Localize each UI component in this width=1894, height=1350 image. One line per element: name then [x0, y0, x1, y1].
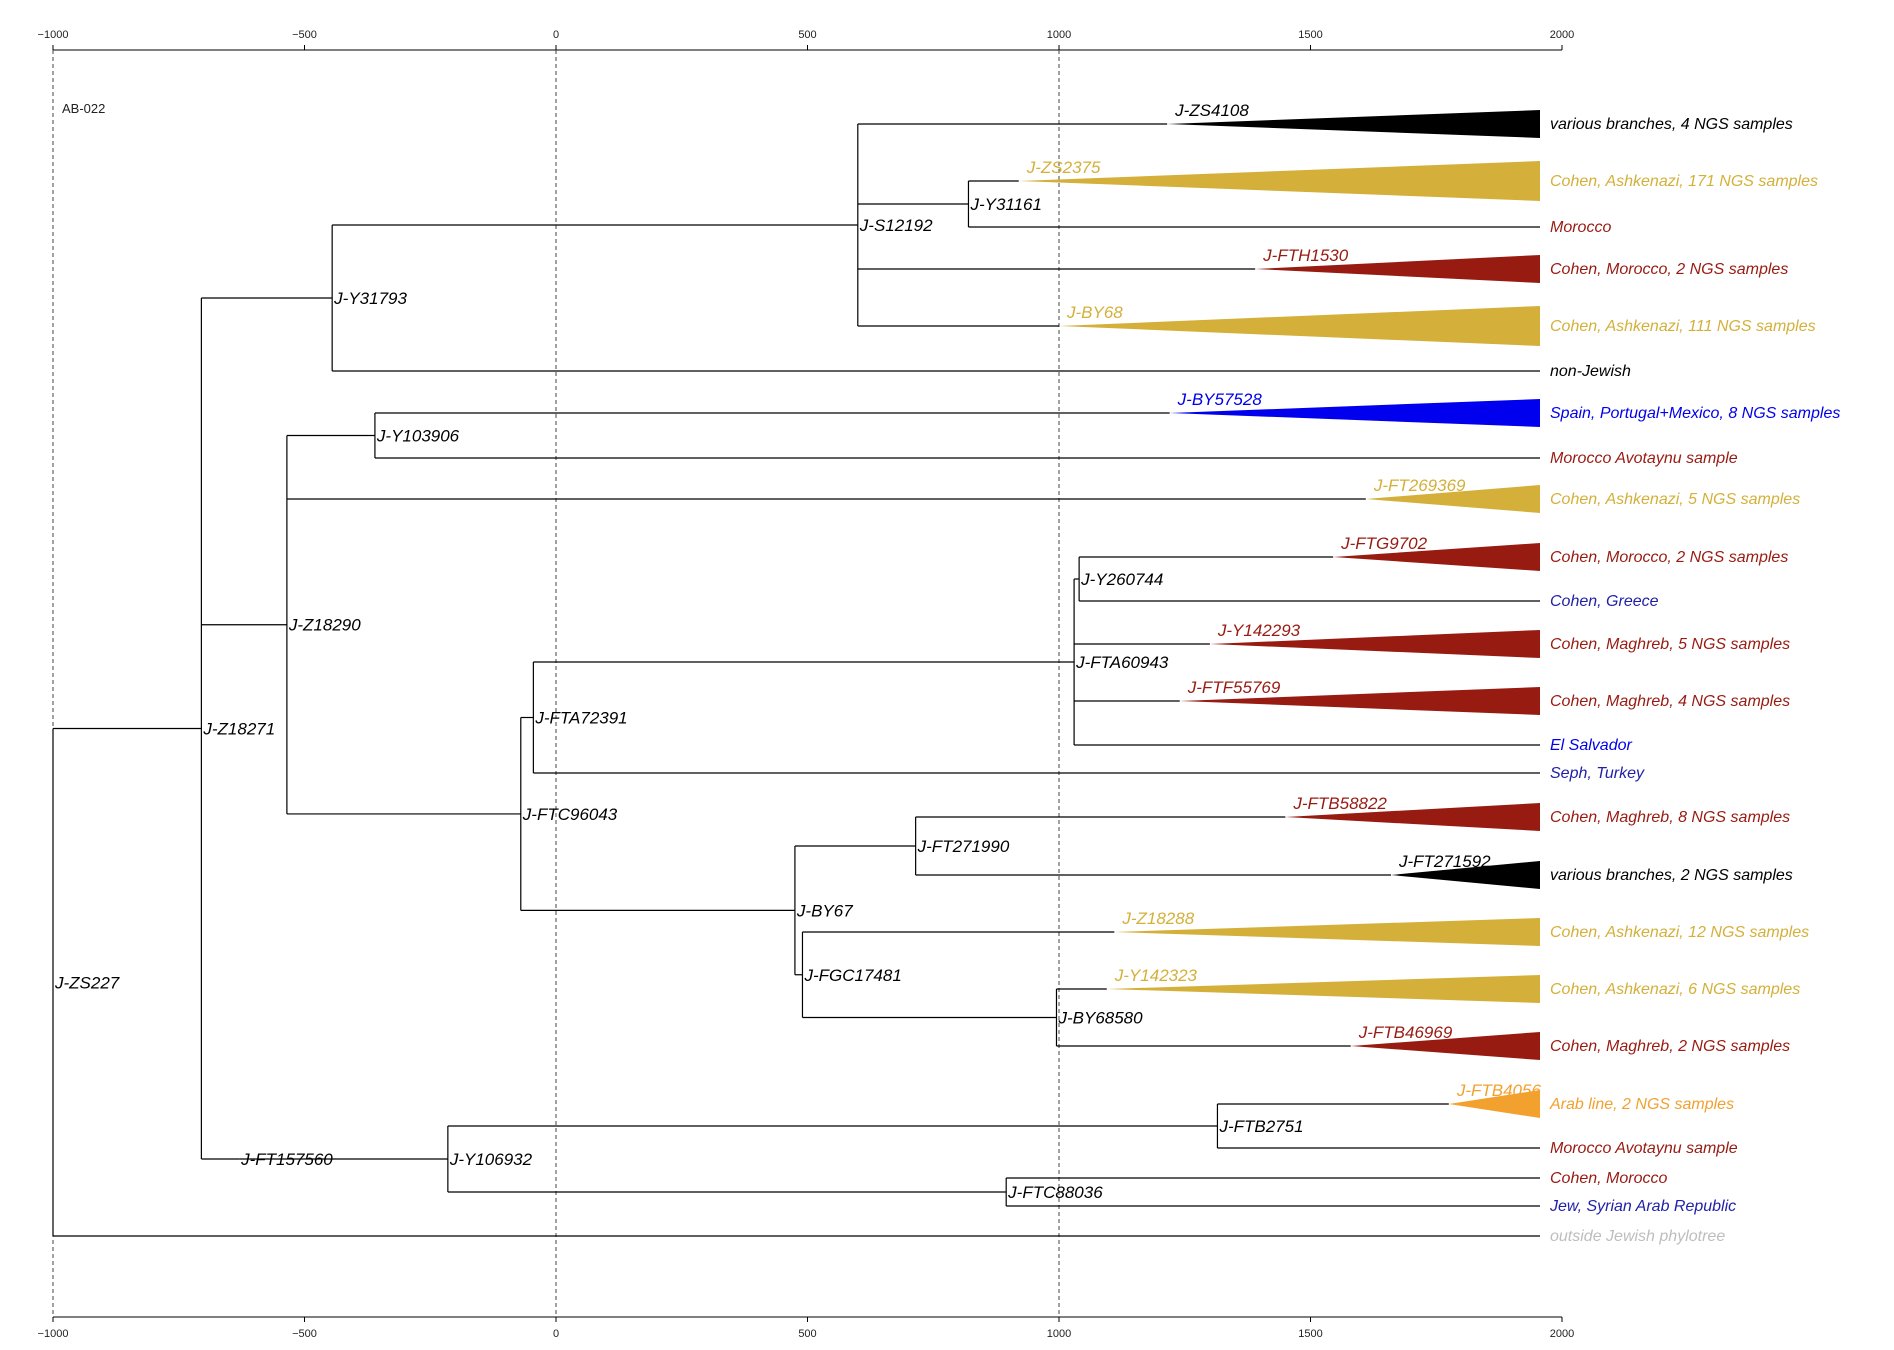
- collapsed-clade-wedge: [1209, 630, 1540, 658]
- clade-label: J-BY57528: [1177, 390, 1263, 409]
- tip-label: Cohen, Greece: [1550, 593, 1659, 610]
- sample-id-label: AB-022: [62, 101, 105, 116]
- node-label: J-FTC96043: [522, 805, 618, 824]
- tip-label: Cohen, Maghreb, 2 NGS samples: [1550, 1038, 1790, 1055]
- node-label: J-FTA72391: [534, 709, 627, 728]
- clade-label: J-Z18288: [1121, 909, 1194, 928]
- node-label: J-FTC88036: [1007, 1183, 1103, 1202]
- clade-label: J-FTG9702: [1340, 534, 1428, 553]
- collapsed-clade-wedge: [1390, 861, 1540, 889]
- node-label: J-ZS227: [54, 973, 120, 992]
- tip-label: Morocco: [1550, 219, 1611, 236]
- clade-label: J-BY68: [1066, 303, 1123, 322]
- collapsed-clade-wedge: [1059, 306, 1540, 346]
- tip-label: Cohen, Morocco, 2 NGS samples: [1550, 261, 1788, 278]
- tip-label: Cohen, Morocco, 2 NGS samples: [1550, 549, 1788, 566]
- clade-label: J-ZS2375: [1026, 158, 1101, 177]
- bottom-tick-label: 1000: [1047, 1328, 1071, 1340]
- node-label: J-FT157560: [240, 1150, 333, 1169]
- top-tick-label: −500: [292, 29, 317, 41]
- collapsed-clade-wedge: [1114, 918, 1540, 946]
- node-label: J-Y260744: [1080, 570, 1163, 589]
- collapsed-clade-wedge: [1018, 161, 1540, 201]
- collapsed-clade-wedge: [1333, 543, 1540, 571]
- clade-label: J-FTF55769: [1187, 678, 1281, 697]
- collapsed-clade-wedge: [1169, 399, 1540, 427]
- collapsed-clade-wedge: [1365, 485, 1540, 513]
- bottom-tick-label: 0: [553, 1328, 559, 1340]
- tip-label: Cohen, Ashkenazi, 12 NGS samples: [1550, 924, 1809, 941]
- tip-label: outside Jewish phylotree: [1550, 1228, 1725, 1245]
- node-label: J-BY68580: [1057, 1009, 1143, 1028]
- bottom-tick-label: 2000: [1550, 1328, 1574, 1340]
- tip-label: various branches, 2 NGS samples: [1550, 867, 1793, 884]
- clade-label: J-FTB58822: [1292, 794, 1387, 813]
- tip-label: El Salvador: [1550, 737, 1632, 754]
- node-label: J-Y106932: [449, 1150, 533, 1169]
- node-label: J-FTB2751: [1218, 1117, 1303, 1136]
- dashed-guides: [52, 50, 1060, 1317]
- tip-label: various branches, 4 NGS samples: [1550, 116, 1793, 133]
- tree-branches: [52, 123, 1540, 1237]
- bottom-tick-label: 1500: [1298, 1328, 1322, 1340]
- tip-label: non-Jewish: [1550, 363, 1631, 380]
- collapsed-clade-wedge: [1255, 255, 1540, 283]
- tip-label: Morocco Avotaynu sample: [1550, 450, 1738, 467]
- tree-labels: J-ZS4108 various branches, 4 NGS samples J…: [54, 101, 1840, 1245]
- node-label: J-BY67: [796, 901, 853, 920]
- clade-label: J-FTH1530: [1262, 246, 1349, 265]
- tip-label: Cohen, Morocco: [1550, 1170, 1667, 1187]
- tip-label: Spain, Portugal+Mexico, 8 NGS samples: [1550, 405, 1840, 422]
- tip-label: Jew, Syrian Arab Republic: [1549, 1198, 1736, 1215]
- tip-label: Cohen, Ashkenazi, 111 NGS samples: [1550, 318, 1816, 335]
- tip-label: Cohen, Ashkenazi, 6 NGS samples: [1550, 981, 1800, 998]
- tip-label: Cohen, Maghreb, 4 NGS samples: [1550, 693, 1790, 710]
- node-label: J-FGC17481: [803, 966, 901, 985]
- top-tick-label: 2000: [1550, 29, 1574, 41]
- collapsed-clade-wedge: [1285, 803, 1540, 831]
- clade-label: J-FTB46969: [1358, 1023, 1453, 1042]
- clade-label: J-FT269369: [1373, 476, 1466, 495]
- tip-label: Morocco Avotaynu sample: [1550, 1140, 1738, 1157]
- collapsed-clade-wedge: [1167, 110, 1540, 138]
- node-label: J-Z18271: [202, 720, 275, 739]
- collapsed-clade-wedge: [1106, 975, 1540, 1003]
- top-tick-label: 1500: [1298, 29, 1322, 41]
- collapsed-clade-wedge: [1179, 687, 1540, 715]
- top-tick-label: 1000: [1047, 29, 1071, 41]
- clade-label: J-FTB4056: [1456, 1081, 1542, 1100]
- tip-label: Cohen, Ashkenazi, 5 NGS samples: [1550, 491, 1800, 508]
- bottom-tick-label: 500: [798, 1328, 816, 1340]
- top-tick-label: −1000: [38, 29, 69, 41]
- clade-label: J-ZS4108: [1174, 101, 1249, 120]
- bottom-tick-label: −500: [292, 1328, 317, 1340]
- collapsed-clade-wedge: [1448, 1090, 1540, 1118]
- tip-label: Cohen, Ashkenazi, 171 NGS samples: [1550, 173, 1818, 190]
- node-label: J-FTA60943: [1075, 653, 1169, 672]
- bottom-tick-label: −1000: [38, 1328, 69, 1340]
- top-tick-label: 0: [553, 29, 559, 41]
- node-label: J-Y31793: [333, 289, 407, 308]
- tip-label: Cohen, Maghreb, 5 NGS samples: [1550, 636, 1790, 653]
- node-label: J-FT271990: [917, 837, 1010, 856]
- collapsed-clades: [1018, 110, 1540, 1118]
- clade-label: J-Y142323: [1114, 966, 1198, 985]
- collapsed-clade-wedge: [1350, 1032, 1540, 1060]
- tip-label: Cohen, Maghreb, 8 NGS samples: [1550, 809, 1790, 826]
- time-axes: −1000 −1000 −500 −500 0 0 500 500 1000 1000 1500 15…: [38, 29, 1575, 1340]
- tip-label: Seph, Turkey: [1550, 765, 1645, 782]
- top-tick-label: 500: [798, 29, 816, 41]
- clade-label: J-Y142293: [1217, 621, 1301, 640]
- node-label: J-Y31161: [969, 195, 1042, 214]
- node-label: J-S12192: [859, 216, 933, 235]
- node-label: J-Y103906: [376, 427, 460, 446]
- tip-label: Arab line, 2 NGS samples: [1549, 1096, 1734, 1113]
- clade-label: J-FT271592: [1398, 852, 1491, 871]
- node-label: J-Z18290: [288, 616, 361, 635]
